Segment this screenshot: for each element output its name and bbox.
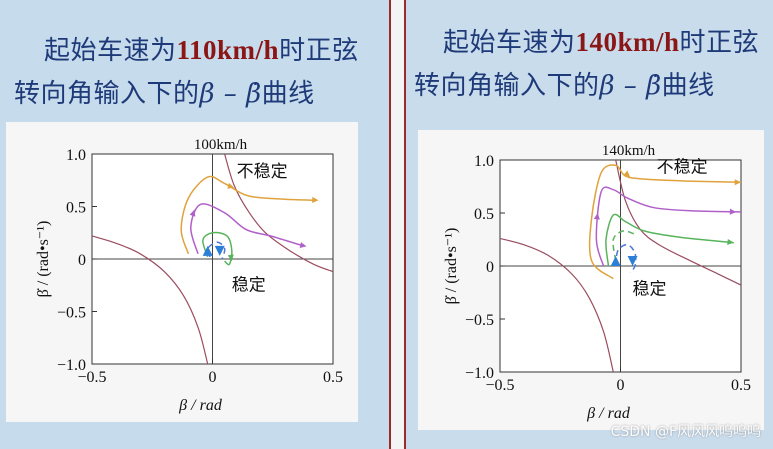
y-tick-label: 0.5 xyxy=(66,200,86,217)
trajectory-line xyxy=(180,175,314,255)
x-tick-label: 0.5 xyxy=(731,377,751,394)
trajectory-line xyxy=(614,243,637,273)
trajectory-arrow xyxy=(312,196,319,204)
start-marker xyxy=(627,256,638,266)
stability-boundary xyxy=(92,235,209,364)
trajectory-line xyxy=(206,241,226,260)
region-annotation: 稳定 xyxy=(633,280,667,299)
x-tick-label: −0.5 xyxy=(485,377,514,394)
title-prefix: 起始车速为 xyxy=(443,28,576,58)
chart-title: 100km/h xyxy=(194,137,248,153)
trajectory-arrow xyxy=(189,209,196,217)
y-tick-label: −0.5 xyxy=(465,312,494,329)
slide-gap xyxy=(391,0,404,449)
subtitle-suffix: 曲线 xyxy=(261,79,315,109)
trajectory-line xyxy=(612,230,636,261)
y-tick-label: 0 xyxy=(486,259,494,276)
x-tick-label: −0.5 xyxy=(77,369,106,386)
slide-2-title-line-1: 起始车速为140km/h时正弦 xyxy=(443,22,759,59)
region-annotation: 不稳定 xyxy=(657,158,708,177)
stability-boundary xyxy=(500,237,614,372)
y-tick-label: −0.5 xyxy=(57,305,86,322)
trajectory-line xyxy=(190,203,302,255)
title-suffix: 时正弦 xyxy=(279,36,359,66)
subtitle-formula: β – β̇ xyxy=(599,71,662,101)
trajectory-arrow xyxy=(734,179,741,186)
trajectory-arrow xyxy=(623,170,631,177)
start-marker xyxy=(202,245,213,256)
plot-area xyxy=(500,160,741,372)
subtitle-prefix: 转向角输入下的 xyxy=(14,79,200,109)
title-suffix: 时正弦 xyxy=(679,28,760,58)
x-axis-label: β / rad xyxy=(178,397,223,414)
x-tick-label: 0 xyxy=(617,377,625,394)
trajectory-arrow xyxy=(593,213,600,220)
trajectory-line xyxy=(202,231,233,266)
region-annotation: 稳定 xyxy=(232,276,266,295)
plot-area xyxy=(92,154,333,364)
title-speed: 140km/h xyxy=(575,27,680,57)
start-marker xyxy=(610,256,621,266)
y-tick-label: 1.0 xyxy=(66,147,86,164)
trajectory-arrow xyxy=(729,208,737,215)
slide-2-title-line-2: 转向角输入下的β – β̇曲线 xyxy=(414,65,715,102)
chart-title: 140km/h xyxy=(602,143,656,159)
region-annotation: 不稳定 xyxy=(237,162,288,181)
y-tick-label: 0 xyxy=(78,252,86,269)
trajectory-arrow xyxy=(299,242,307,249)
trajectory-line xyxy=(588,164,741,280)
x-tick-label: 0 xyxy=(209,369,217,386)
trajectory-arrow xyxy=(227,182,235,189)
y-axis-label: β̇ / (rad•s⁻¹) xyxy=(35,221,52,298)
y-axis-label: β̇ / (rad•s⁻¹) xyxy=(443,228,460,305)
y-tick-label: 1.0 xyxy=(474,153,494,170)
trajectory-arrow xyxy=(727,238,734,246)
subtitle-prefix: 转向角输入下的 xyxy=(414,71,600,101)
x-axis-label: β / rad xyxy=(586,405,631,422)
trajectory-line xyxy=(605,213,734,267)
x-tick-label: 0.5 xyxy=(323,369,343,386)
start-marker xyxy=(214,245,225,256)
trajectory-arrow xyxy=(227,254,234,262)
y-tick-label: −1.0 xyxy=(57,357,86,374)
stability-boundary xyxy=(224,154,333,273)
stability-boundary xyxy=(615,160,741,286)
title-speed: 110km/h xyxy=(176,35,280,65)
slide-1-title-line-2: 转向角输入下的β – β̇曲线 xyxy=(14,73,315,110)
title-prefix: 起始车速为 xyxy=(44,36,177,66)
trajectory-line xyxy=(595,186,741,267)
y-tick-label: 0.5 xyxy=(474,206,494,223)
subtitle-formula: β – β̇ xyxy=(199,79,262,109)
slide-1-title-line-1: 起始车速为110km/h时正弦 xyxy=(44,30,359,67)
y-tick-label: −1.0 xyxy=(465,365,494,382)
subtitle-suffix: 曲线 xyxy=(661,71,715,101)
watermark: CSDN @F风风风呜呜呜 xyxy=(610,424,761,440)
